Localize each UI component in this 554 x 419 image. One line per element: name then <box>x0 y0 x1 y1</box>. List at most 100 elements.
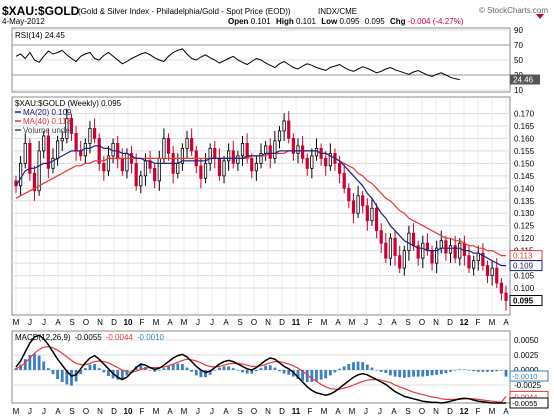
macd-legend-entry: -0.0044 <box>106 333 134 342</box>
macd-x-label: N <box>97 407 103 416</box>
price-tick-label: 0.100 <box>514 284 535 293</box>
macd-x-label: A <box>391 407 397 416</box>
macd-x-label: J <box>196 407 200 416</box>
candle-body <box>97 138 101 164</box>
candle <box>208 143 212 171</box>
low-value: 0.095 <box>339 17 360 26</box>
candle <box>69 113 74 141</box>
candle-body <box>314 147 319 157</box>
candle <box>273 130 277 164</box>
rsi-tick-label: 70 <box>514 41 523 50</box>
candle-body <box>217 157 221 177</box>
macd-x-label: 12 <box>460 407 469 416</box>
candle-body <box>342 172 346 189</box>
watermark: © StockCharts.com <box>479 6 548 15</box>
macd-hist-bar <box>430 370 434 376</box>
macd-hist-bar <box>449 370 452 372</box>
macd-hist-bar <box>116 370 120 380</box>
price-x-label: M <box>153 318 160 327</box>
macd-tick-label: 0.0050 <box>514 336 539 345</box>
macd-hist-bar <box>499 370 503 371</box>
candle <box>28 138 32 181</box>
candle-body <box>42 135 46 152</box>
candle-body <box>250 157 254 172</box>
macd-hist-bar <box>462 369 466 370</box>
candle-body <box>199 165 203 179</box>
candle <box>65 108 69 144</box>
candle-body <box>166 138 171 154</box>
price-tick-label: 0.130 <box>514 209 535 218</box>
candle-body <box>351 200 356 214</box>
macd-hist-bar <box>421 370 425 377</box>
macd-hist-bar <box>370 367 374 370</box>
close-value: 0.095 <box>365 17 386 26</box>
macd-hist-bar <box>375 370 378 371</box>
macd-hist-bar <box>361 362 365 370</box>
macd-hist-bar <box>352 362 355 370</box>
candle-body <box>139 175 143 187</box>
candle-body <box>23 142 27 164</box>
price-tick-label: 0.150 <box>514 159 535 168</box>
macd-hist-bar <box>42 361 46 370</box>
macd-x-label: F <box>308 407 313 416</box>
price-x-label: S <box>237 318 242 327</box>
macd-hist-bar <box>208 370 212 375</box>
candle <box>166 133 171 161</box>
macd-hist-bar <box>439 370 443 375</box>
candle-body <box>65 118 69 139</box>
macd-line <box>15 334 506 404</box>
price-x-label: 11 <box>292 318 301 327</box>
macd-hist-bar <box>28 355 32 370</box>
price-x-label: N <box>97 318 103 327</box>
candle-body <box>365 205 369 222</box>
price-x-label: M <box>349 318 356 327</box>
macd-x-label: J <box>364 407 368 416</box>
candle-body <box>111 142 115 157</box>
candle-body <box>291 138 295 154</box>
rsi-value-badge <box>510 74 540 85</box>
candle-body <box>476 252 480 262</box>
macd-hist-bar <box>407 370 411 378</box>
price-panel <box>11 96 511 316</box>
candle-body <box>153 167 157 182</box>
price-value-badge <box>509 295 543 307</box>
price-x-label: A <box>503 318 509 327</box>
rsi-value-badge-text: 24.46 <box>513 76 534 85</box>
macd-x-label: F <box>140 407 145 416</box>
candle-body <box>485 265 490 276</box>
price-x-label: O <box>251 318 257 327</box>
candle-body <box>19 162 23 187</box>
candle <box>291 133 295 161</box>
candle-body <box>439 240 443 249</box>
price-x-label: J <box>196 318 200 327</box>
candle-body <box>495 267 499 284</box>
macd-hist-bar <box>393 370 397 377</box>
macd-hist-bar <box>148 370 152 371</box>
macd-hist-bar <box>324 370 328 379</box>
price-value-badge-text: 0.113 <box>513 252 533 261</box>
candle-body <box>157 157 161 182</box>
candle-body <box>301 145 305 159</box>
macd-hist-bar <box>264 365 268 370</box>
candle <box>60 130 64 151</box>
macd-hist-bar <box>356 361 360 370</box>
macd-hist-bar <box>504 370 508 377</box>
price-tick-label: 0.145 <box>514 172 535 181</box>
chg-label: Chg <box>390 17 406 26</box>
candle <box>231 140 235 169</box>
price-x-label: A <box>167 318 173 327</box>
macd-hist-bar <box>389 370 392 376</box>
high-label: High <box>276 17 294 26</box>
low-label: Low <box>321 17 338 26</box>
macd-x-label: D <box>111 407 117 416</box>
candle <box>328 143 332 171</box>
macd-hist-bar <box>14 368 18 370</box>
candle-body <box>125 152 129 172</box>
price-x-label: N <box>433 318 439 327</box>
candle <box>250 153 254 179</box>
down-arrow-icon <box>536 14 544 19</box>
macd-hist-bar <box>315 370 318 382</box>
macd-hist-bar <box>287 370 291 375</box>
candle <box>398 245 402 274</box>
candle-body <box>407 232 411 252</box>
